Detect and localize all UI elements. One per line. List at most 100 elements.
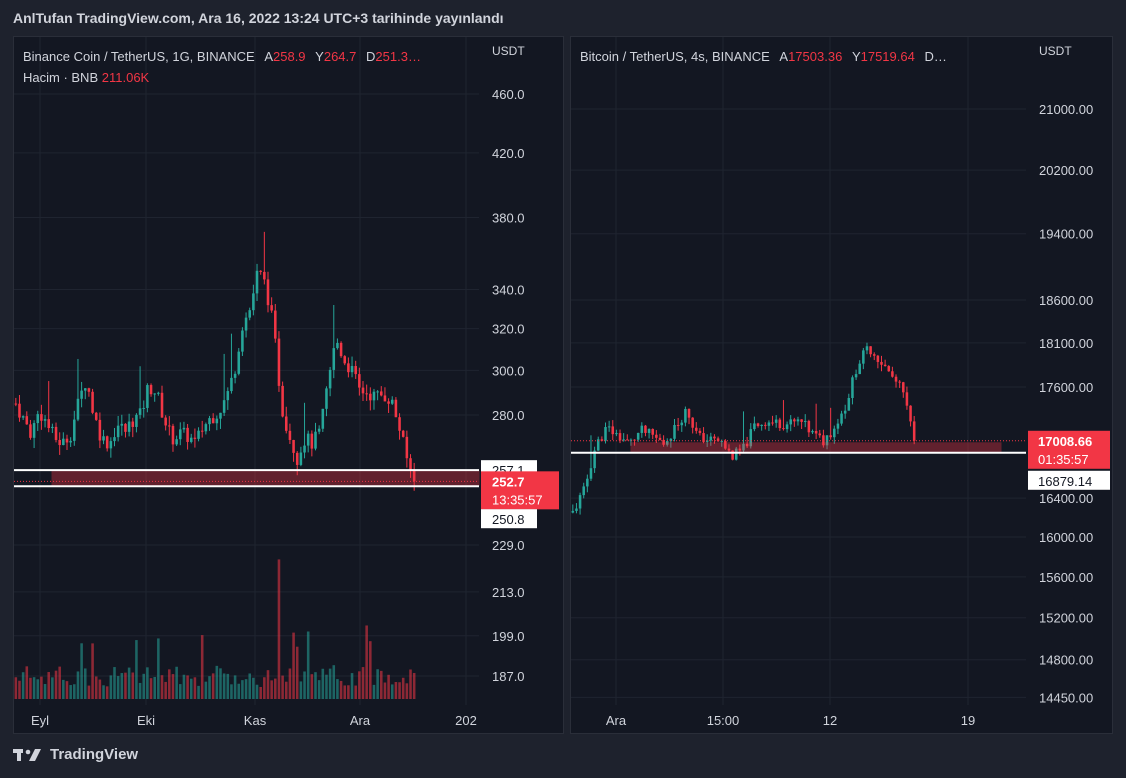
x-tick-label: Eyl [31, 713, 49, 728]
volume-bar [281, 675, 284, 699]
volume-bar [288, 668, 292, 699]
volume-bar [43, 684, 47, 699]
right-high-key: Y [851, 49, 861, 64]
y-tick-label: 15200.00 [1039, 611, 1093, 626]
left-volume-label: Hacim · BNB [23, 70, 99, 85]
candle-body [887, 366, 891, 372]
volume-bar [127, 667, 131, 699]
footer-branding[interactable]: TradingView [13, 746, 138, 763]
candle-body [58, 439, 61, 446]
left-high-key: Y [315, 49, 324, 64]
candle-body [898, 381, 901, 383]
candle-body [811, 430, 814, 433]
candle-body [109, 441, 113, 449]
candle-body [782, 428, 785, 430]
volume-bar [105, 686, 109, 699]
candle-body [197, 430, 200, 439]
left-symbol[interactable]: Binance Coin / TetherUS, 1G, BINANCE [23, 49, 255, 64]
candle-body [208, 418, 211, 425]
countdown-tag-text: 01:35:57 [1038, 452, 1089, 467]
left-open-key: A [264, 49, 273, 64]
right-symbol[interactable]: Bitcoin / TetherUS, 4s, BINANCE [580, 49, 770, 64]
candle-body [767, 422, 771, 426]
candle-body [604, 427, 607, 441]
candle-body [62, 438, 65, 446]
volume-bar [314, 672, 317, 699]
candle-body [600, 439, 604, 441]
volume-bar [109, 675, 113, 699]
volume-bar [241, 680, 244, 699]
candle-body [189, 437, 193, 442]
candle-body [865, 346, 869, 351]
volume-bar [226, 673, 230, 699]
candle-body [409, 458, 412, 471]
candle-body [698, 430, 702, 434]
volume-bar [263, 677, 266, 699]
y-tick-label: 213.0 [492, 585, 525, 600]
last-price-tag [481, 471, 559, 510]
volume-bar [350, 673, 354, 699]
candle-body [622, 439, 625, 441]
left-chart-panel[interactable]: 460.0 420.0 380.0 340.0 320.0 300.0 280.0 229.0… [13, 36, 564, 734]
volume-bar [182, 674, 186, 699]
candle-body [321, 408, 325, 429]
right-chart-panel[interactable]: 21000.00 20200.00 19400.00 18600.00 18100.00… [570, 36, 1113, 734]
candle-body [684, 408, 687, 423]
x-tick-label: Eki [137, 713, 155, 728]
candle-body [332, 348, 336, 370]
candle-body [847, 397, 851, 411]
candle-body [91, 391, 94, 413]
candle-body [836, 423, 840, 429]
candle-body [98, 419, 102, 441]
volume-bar [146, 667, 149, 699]
candle-body [401, 430, 405, 437]
left-chart-canvas[interactable]: 460.0 420.0 380.0 340.0 320.0 300.0 280.0 229.0… [14, 37, 564, 734]
candle-body [647, 428, 651, 433]
candle-body [43, 419, 47, 421]
volume-bar [230, 684, 233, 699]
candle-body [713, 436, 716, 439]
candle-body [372, 391, 376, 401]
volume-bar [354, 685, 357, 699]
volume-bar [58, 666, 61, 699]
right-low-key: D… [924, 49, 947, 64]
right-chart-legend: Bitcoin / TetherUS, 4s, BINANCE A17503.3… [580, 46, 947, 67]
volume-bar [358, 671, 361, 699]
candle-body [146, 385, 149, 408]
candle-body [21, 416, 25, 418]
candle-body [325, 388, 328, 409]
volume-bar [200, 635, 204, 699]
candle-body [629, 439, 633, 441]
y-tick-label: 16400.00 [1039, 491, 1093, 506]
candle-body [771, 422, 774, 424]
candle-body [241, 330, 244, 352]
candle-body [164, 417, 167, 426]
candle-body [230, 377, 233, 392]
volume-bar [248, 673, 251, 699]
candle-body [211, 418, 215, 424]
candle-body [582, 486, 585, 496]
candle-body [263, 271, 266, 280]
candle-body [814, 430, 818, 434]
candle-body [796, 419, 800, 422]
volume-bar [94, 676, 98, 699]
candle-body [226, 391, 230, 401]
candle-body [894, 376, 898, 382]
candle-body [387, 401, 390, 404]
y-tick-label: 18100.00 [1039, 336, 1093, 351]
right-chart-canvas[interactable]: 21000.00 20200.00 19400.00 18600.00 18100.00… [571, 37, 1113, 734]
volume-bar [62, 679, 65, 699]
candle-body [825, 435, 829, 446]
left-volume-value: 211.06K [101, 70, 150, 85]
candle-body [350, 366, 354, 373]
candle-body [589, 468, 593, 479]
candle-body [640, 425, 644, 433]
candle-body [586, 478, 589, 487]
volume-bar [138, 682, 142, 699]
y-tick-label: 15600.00 [1039, 570, 1093, 585]
candle-body [774, 419, 778, 423]
y-tick-label: 16000.00 [1039, 530, 1093, 545]
candle-body [618, 433, 622, 441]
volume-bar [321, 668, 325, 699]
candle-body [858, 363, 861, 375]
